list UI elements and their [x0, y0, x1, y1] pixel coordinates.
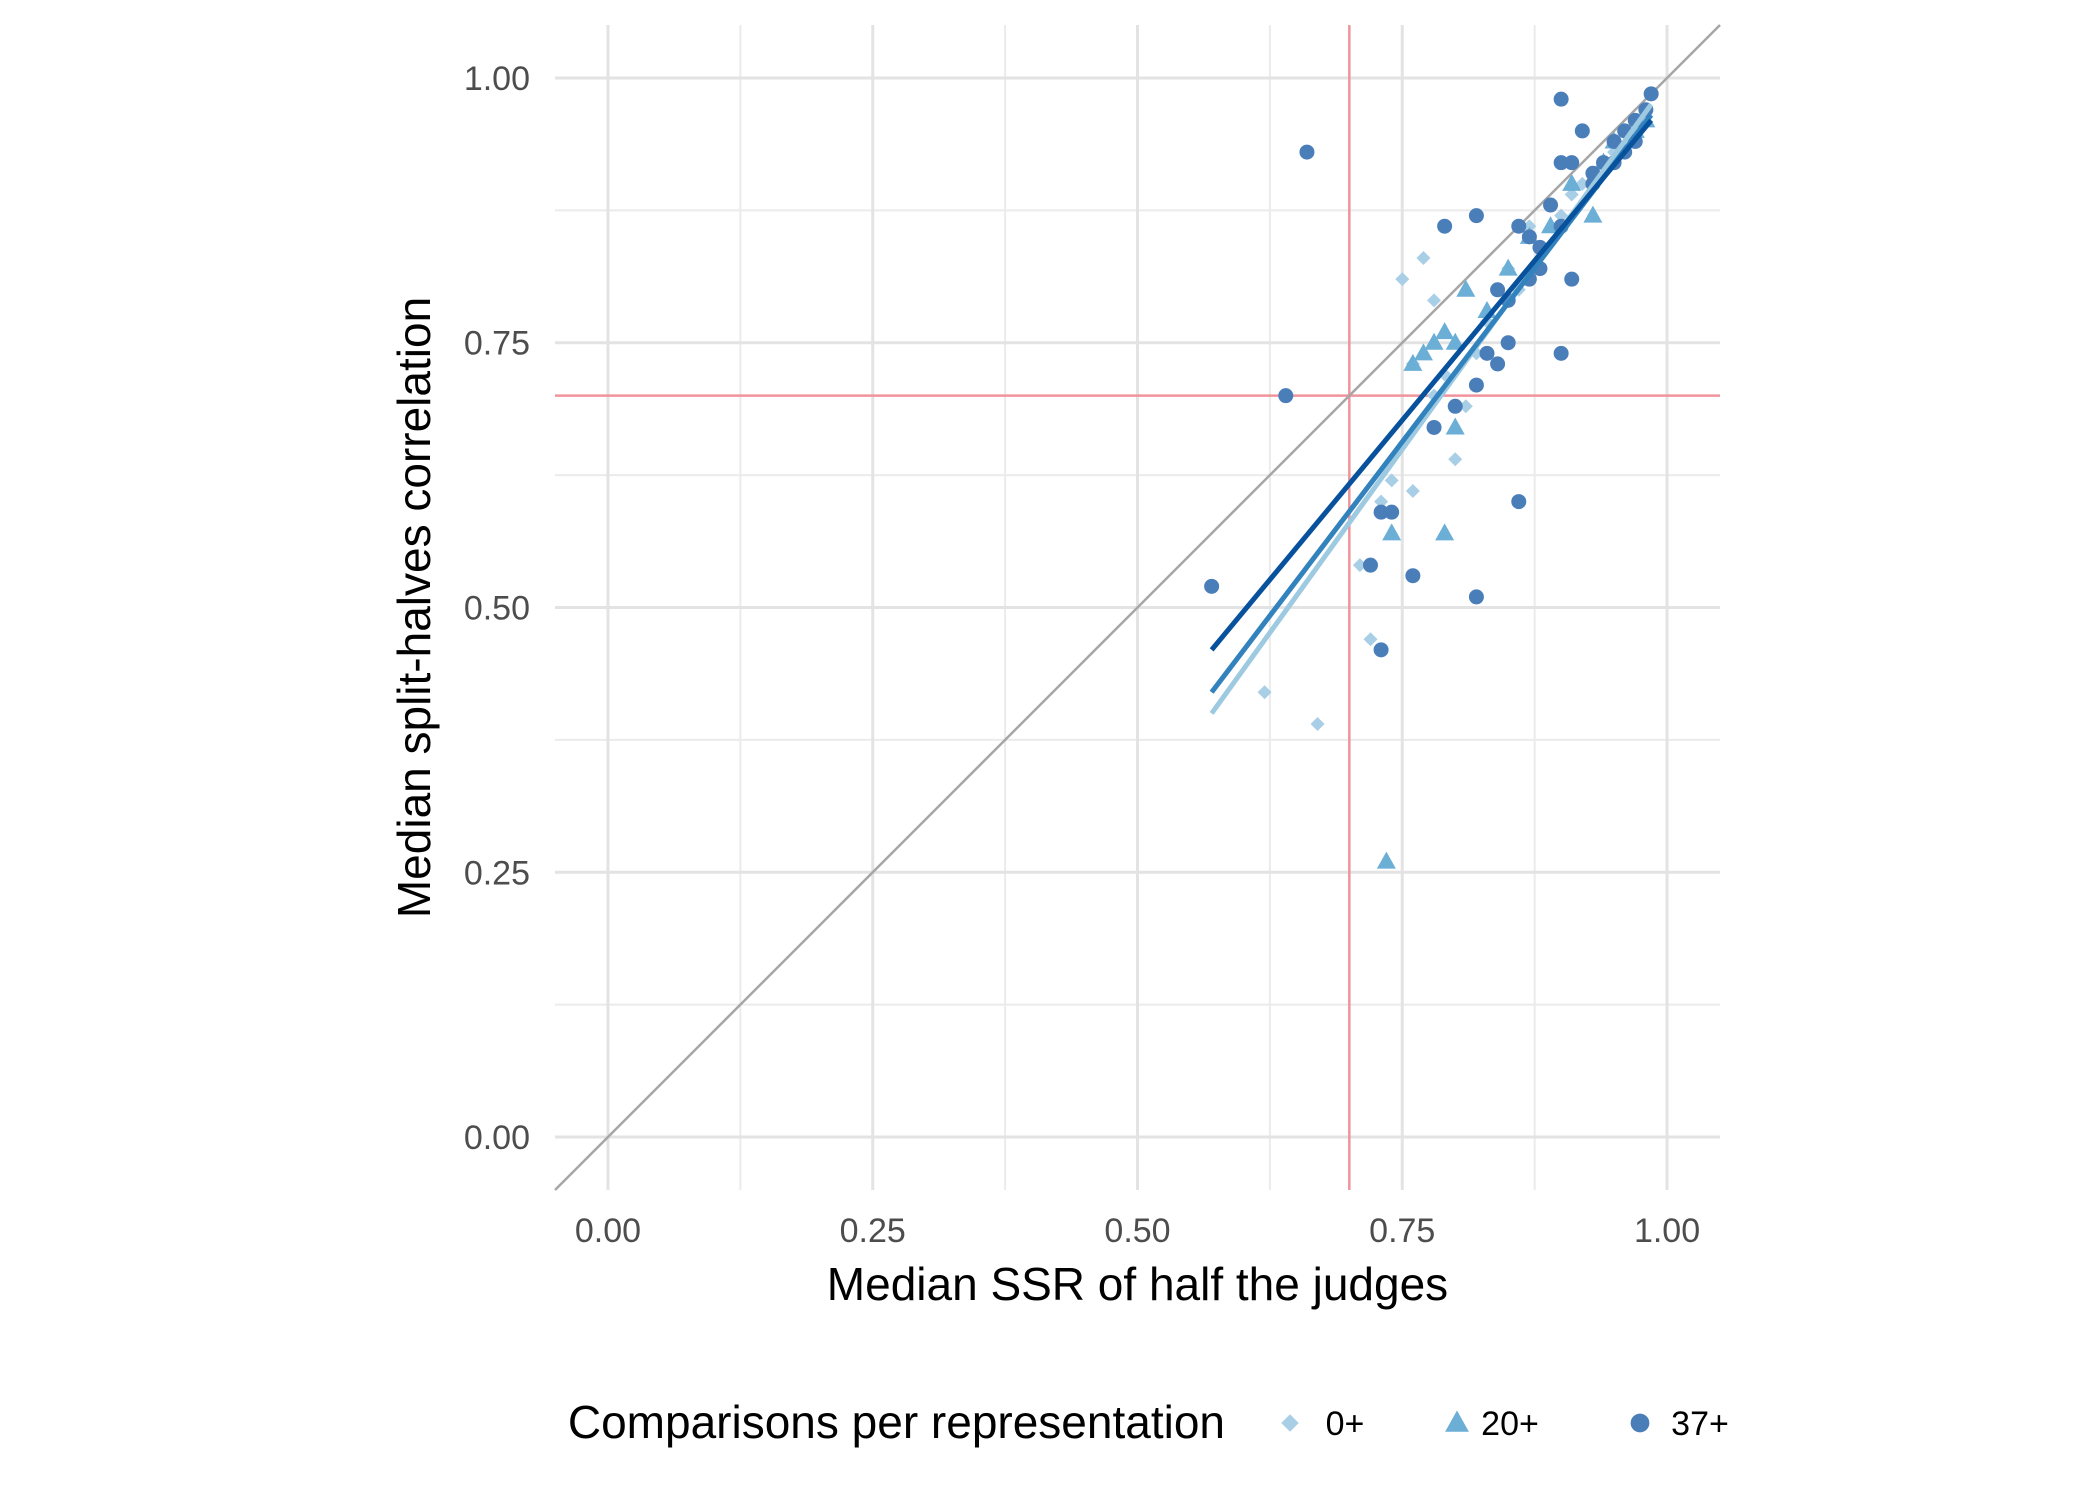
data-point — [1403, 353, 1423, 371]
data-point — [1456, 279, 1476, 297]
data-point — [1543, 197, 1559, 213]
data-point — [1574, 123, 1590, 139]
legend-label: 20+ — [1481, 1405, 1539, 1443]
x-tick-label: 1.00 — [1634, 1212, 1700, 1250]
y-tick-label: 0.50 — [464, 590, 530, 628]
y-tick-label: 0.00 — [464, 1119, 530, 1157]
data-point — [1606, 134, 1622, 149]
trend-lines — [1209, 102, 1654, 715]
data-point — [1413, 343, 1433, 361]
grid-lines — [555, 25, 1720, 1190]
data-point — [1373, 642, 1389, 658]
legend: Comparisons per representation 0+ 20+ 37+ — [568, 1396, 1729, 1448]
series-37plus-points — [1204, 86, 1659, 658]
data-point — [1384, 473, 1399, 488]
data-point — [1363, 632, 1378, 647]
data-point — [1564, 271, 1580, 287]
data-point — [1352, 558, 1367, 573]
trend-line-0plus — [1209, 102, 1654, 715]
x-tick-label: 0.25 — [840, 1212, 906, 1250]
data-point — [1447, 398, 1463, 414]
data-point — [1490, 356, 1506, 372]
legend-key-0plus — [1281, 1414, 1299, 1432]
data-point — [1373, 504, 1389, 520]
identity-line — [554, 24, 1721, 1191]
trend-line-37plus — [1209, 118, 1654, 652]
series-0plus-points — [1257, 102, 1653, 731]
legend-key-20plus — [1445, 1410, 1469, 1432]
data-point — [1445, 417, 1465, 435]
data-point — [1511, 494, 1527, 510]
data-point — [1468, 589, 1484, 605]
data-point — [1405, 484, 1420, 498]
data-point — [1435, 322, 1455, 340]
data-point — [1278, 388, 1294, 404]
data-point — [1376, 851, 1396, 869]
tick-labels: 0.00 0.25 0.50 0.75 1.00 0.00 0.25 0.50 0.75 1.00 — [464, 60, 1700, 1250]
data-point — [1500, 335, 1516, 351]
legend-title: Comparisons per representation — [568, 1396, 1225, 1448]
x-tick-label: 0.75 — [1369, 1212, 1435, 1250]
data-point — [1445, 332, 1465, 350]
data-point — [1490, 282, 1506, 298]
x-tick-label: 0.00 — [575, 1212, 641, 1250]
data-point — [1204, 578, 1220, 594]
data-point — [1310, 717, 1325, 731]
data-point — [1437, 218, 1453, 234]
data-point — [1458, 399, 1473, 414]
data-points — [1204, 86, 1659, 869]
data-point — [1416, 251, 1431, 265]
data-point — [1405, 568, 1421, 584]
data-point — [1564, 187, 1579, 202]
data-point — [1643, 86, 1659, 102]
data-point — [1424, 332, 1444, 350]
data-point — [1562, 173, 1582, 191]
data-point — [1468, 208, 1484, 224]
data-point — [1395, 272, 1410, 287]
x-tick-label: 0.50 — [1104, 1212, 1170, 1250]
data-point — [1435, 523, 1455, 541]
data-point — [1553, 345, 1569, 361]
x-axis-title: Median SSR of half the judges — [827, 1258, 1448, 1310]
data-point — [1257, 685, 1272, 700]
data-point — [1374, 494, 1389, 509]
data-point — [1479, 345, 1495, 361]
legend-items: 0+ 20+ 37+ — [1281, 1405, 1729, 1443]
y-tick-label: 0.75 — [464, 325, 530, 363]
data-point — [1426, 419, 1442, 435]
data-point — [1498, 258, 1518, 276]
data-point — [1553, 155, 1569, 171]
data-point — [1468, 377, 1484, 393]
data-point — [1583, 205, 1603, 223]
data-point — [1363, 557, 1378, 573]
data-point — [1384, 504, 1400, 520]
y-tick-label: 1.00 — [464, 60, 530, 98]
legend-key-37plus — [1630, 1413, 1650, 1433]
data-point — [1299, 144, 1315, 160]
data-point — [1522, 219, 1537, 234]
data-point — [1511, 218, 1527, 234]
data-point — [1564, 155, 1580, 171]
legend-label: 0+ — [1326, 1405, 1365, 1443]
y-tick-label: 0.25 — [464, 854, 530, 892]
data-point — [1554, 208, 1569, 223]
y-axis-title: Median split-halves correlation — [388, 297, 440, 918]
reference-lines — [554, 24, 1721, 1191]
legend-label: 37+ — [1671, 1405, 1729, 1443]
data-point — [1382, 523, 1402, 541]
data-point — [1448, 452, 1463, 467]
data-point — [1553, 91, 1569, 107]
data-point — [1521, 229, 1537, 245]
data-point — [1427, 293, 1442, 308]
